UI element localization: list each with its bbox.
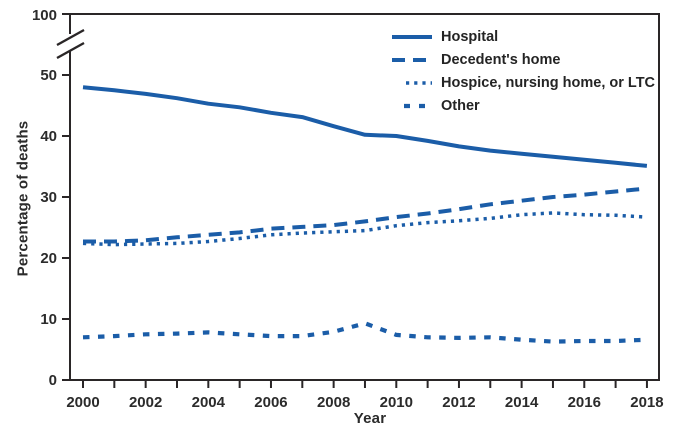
dotted-line-icon (406, 80, 432, 85)
svg-text:100: 100 (32, 7, 57, 24)
svg-text:2010: 2010 (380, 394, 413, 411)
svg-text:10: 10 (40, 311, 57, 328)
legend-label: Hospital (441, 28, 499, 45)
svg-text:2014: 2014 (505, 394, 539, 411)
svg-text:2012: 2012 (442, 394, 475, 411)
dashed-line-icon (392, 57, 432, 62)
svg-text:2006: 2006 (254, 394, 287, 411)
svg-text:2008: 2008 (317, 394, 350, 411)
x-axis-ticks: 2000 2002 2004 2006 2008 2010 2012 2014 2016 2018 (66, 380, 664, 411)
legend-item-other: Other (390, 96, 655, 115)
legend-item-decedents-home: Decedent's home (390, 50, 655, 69)
svg-text:2004: 2004 (192, 394, 226, 411)
svg-text:2000: 2000 (66, 394, 99, 411)
series-line-other (82, 321, 647, 344)
legend-item-hospital: Hospital (390, 27, 655, 46)
svg-text:2002: 2002 (129, 394, 162, 411)
svg-text:50: 50 (40, 67, 57, 84)
legend-label: Hospice, nursing home, or LTC (441, 74, 656, 91)
square-dash-line-icon (404, 103, 432, 108)
svg-text:2018: 2018 (630, 394, 663, 411)
svg-text:30: 30 (40, 189, 57, 206)
y-axis-title: Percentage of deaths (14, 120, 32, 277)
legend: Hospital Decedent's home Hospice, nursin… (390, 27, 655, 115)
y-axis-ticks: 0 10 20 30 40 50 100 (32, 7, 70, 389)
legend-item-hospice-ltc: Hospice, nursing home, or LTC (390, 73, 655, 92)
legend-label: Decedent's home (441, 51, 561, 68)
series-line-decedent-s-home (83, 186, 648, 244)
svg-text:2016: 2016 (568, 394, 601, 411)
series-line-hospital (82, 85, 648, 168)
svg-text:0: 0 (49, 372, 57, 389)
solid-line-icon (392, 34, 432, 39)
y-axis-break-icon (56, 28, 85, 60)
svg-text:20: 20 (40, 250, 57, 267)
x-axis-title: Year (353, 410, 387, 427)
legend-label: Other (441, 97, 480, 114)
svg-text:40: 40 (40, 128, 57, 145)
